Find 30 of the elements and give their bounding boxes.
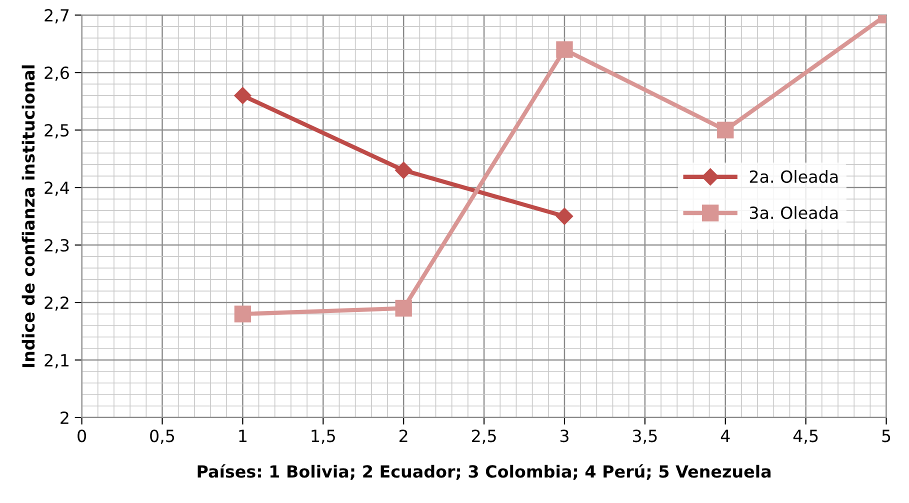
y-tick-label: 2,2	[44, 296, 68, 311]
point	[234, 87, 252, 104]
x-tick-label: 3	[560, 430, 568, 442]
y-tick-label: 2	[60, 411, 68, 424]
point	[395, 162, 412, 179]
point	[556, 41, 573, 58]
x-tick-label: 0	[78, 430, 86, 442]
legend-label: 3a. Oleada	[750, 206, 838, 220]
legend-label: 2a. Oleada	[750, 170, 838, 183]
x-tick-label: 3,5	[632, 430, 657, 444]
point	[395, 300, 412, 317]
x-tick-label: 4,5	[793, 430, 818, 444]
x-tick-label: 4	[720, 430, 730, 442]
point	[234, 306, 252, 322]
x-axis-title: Países: 1 Bolivia; 2 Ecuador; 3 Colombia; 4 Perú; 5 Venezuela	[198, 464, 771, 480]
x-tick-label: 1,5	[312, 430, 335, 444]
y-tick-label: 2,3	[44, 238, 69, 254]
x-tick-label: 2	[400, 430, 408, 442]
y-tick-label: 2,5	[44, 124, 69, 138]
y-tick-label: 2,7	[44, 9, 69, 24]
y-tick-label: 2,6	[44, 66, 69, 81]
y-axis-title: Indice de confianza institucional	[22, 65, 35, 368]
x-tick-label: 2,5	[472, 430, 496, 444]
y-tick-label: 2,1	[44, 354, 68, 368]
point	[556, 208, 574, 225]
point	[717, 122, 734, 138]
x-tick-label: 5	[882, 430, 890, 442]
y-tick-label: 2,4	[44, 182, 70, 196]
x-tick-label: 0,5	[150, 430, 174, 444]
x-tick-label: 1	[239, 430, 246, 442]
